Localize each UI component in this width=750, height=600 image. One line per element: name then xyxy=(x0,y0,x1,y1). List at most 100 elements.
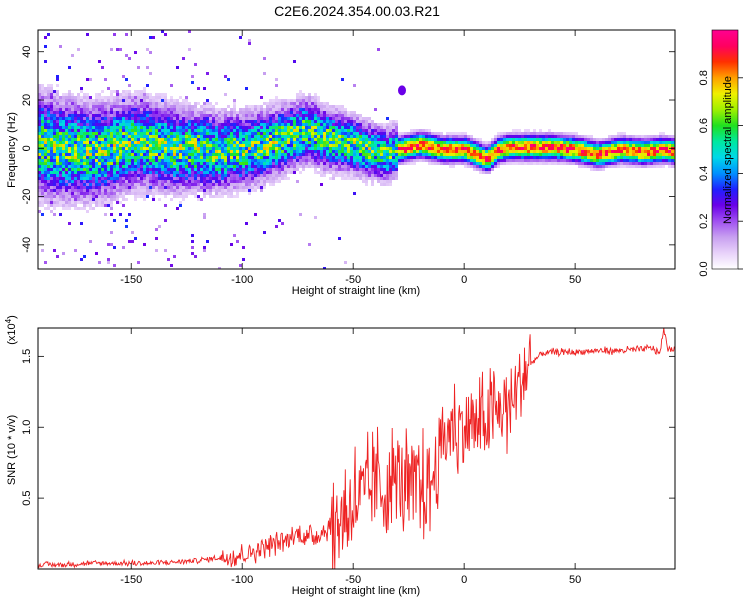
heatmap-cell xyxy=(47,192,50,195)
heatmap-cell xyxy=(98,153,101,156)
heatmap-cell xyxy=(620,132,623,135)
heatmap-cell xyxy=(269,162,272,165)
heatmap-cell xyxy=(539,147,542,150)
heatmap-cell xyxy=(47,195,50,198)
heatmap-cell xyxy=(653,141,656,144)
heatmap-cell xyxy=(212,132,215,135)
heatmap-cell xyxy=(209,138,212,141)
heatmap-cell xyxy=(86,168,89,171)
heatmap-cell xyxy=(95,171,98,174)
heatmap-cell xyxy=(593,147,596,150)
heatmap-cell xyxy=(329,135,332,138)
spectrogram-y-tick-label: 0 xyxy=(21,145,33,151)
heatmap-cell xyxy=(206,189,209,192)
heatmap-cell xyxy=(41,189,44,192)
heatmap-cell xyxy=(149,138,152,141)
heatmap-cell xyxy=(341,141,344,144)
heatmap-cell xyxy=(71,120,74,123)
heatmap-cell xyxy=(233,99,236,102)
heatmap-cell xyxy=(212,162,215,165)
heatmap-cell xyxy=(89,117,92,120)
heatmap-cell xyxy=(599,156,602,159)
heatmap-cell xyxy=(74,129,77,132)
heatmap-cell xyxy=(275,126,278,129)
heatmap-cell xyxy=(191,240,194,243)
heatmap-cell xyxy=(290,159,293,162)
heatmap-cell xyxy=(68,120,71,123)
heatmap-cell xyxy=(125,108,128,111)
heatmap-cell xyxy=(131,138,134,141)
heatmap-cell xyxy=(245,183,248,186)
heatmap-cell xyxy=(257,186,260,189)
heatmap-cell xyxy=(38,144,41,147)
heatmap-cell xyxy=(71,108,74,111)
heatmap-cell xyxy=(560,159,563,162)
heatmap-cell xyxy=(272,132,275,135)
heatmap-cell xyxy=(65,114,68,117)
heatmap-cell xyxy=(449,162,452,165)
heatmap-cell xyxy=(62,201,65,204)
heatmap-cell xyxy=(224,189,227,192)
heatmap-cell xyxy=(197,141,200,144)
heatmap-cell xyxy=(71,180,74,183)
heatmap-cell xyxy=(446,150,449,153)
heatmap-cell xyxy=(98,174,101,177)
heatmap-cell xyxy=(170,264,173,267)
heatmap-cell xyxy=(380,138,383,141)
heatmap-cell xyxy=(476,138,479,141)
heatmap-cell xyxy=(365,147,368,150)
heatmap-cell xyxy=(116,96,119,99)
heatmap-cell xyxy=(311,135,314,138)
heatmap-cell xyxy=(149,186,152,189)
heatmap-cell xyxy=(89,174,92,177)
heatmap-cell xyxy=(65,138,68,141)
heatmap-cell xyxy=(41,156,44,159)
heatmap-cell xyxy=(101,114,104,117)
heatmap-cell xyxy=(152,195,155,198)
heatmap-cell xyxy=(278,162,281,165)
heatmap-cell xyxy=(248,192,251,195)
heatmap-cell xyxy=(239,186,242,189)
heatmap-cell xyxy=(68,177,71,180)
heatmap-cell xyxy=(344,261,347,264)
heatmap-cell xyxy=(44,99,47,102)
heatmap-cell xyxy=(356,177,359,180)
heatmap-cell xyxy=(248,111,251,114)
heatmap-cell xyxy=(47,138,50,141)
heatmap-cell xyxy=(179,183,182,186)
heatmap-cell xyxy=(299,138,302,141)
heatmap-cell xyxy=(326,135,329,138)
heatmap-cell xyxy=(74,192,77,195)
heatmap-cell xyxy=(107,132,110,135)
heatmap-cell xyxy=(113,162,116,165)
heatmap-cell xyxy=(161,171,164,174)
heatmap-cell xyxy=(77,201,80,204)
heatmap-cell xyxy=(44,177,47,180)
heatmap-cell xyxy=(284,165,287,168)
heatmap-cell xyxy=(53,195,56,198)
heatmap-cell xyxy=(98,261,101,264)
heatmap-cell xyxy=(374,165,377,168)
heatmap-cell xyxy=(164,180,167,183)
heatmap-cell xyxy=(158,189,161,192)
heatmap-cell xyxy=(92,147,95,150)
heatmap-cell xyxy=(185,111,188,114)
heatmap-cell xyxy=(356,171,359,174)
heatmap-cell xyxy=(86,147,89,150)
heatmap-cell xyxy=(179,153,182,156)
heatmap-cell xyxy=(164,183,167,186)
heatmap-cell xyxy=(137,144,140,147)
heatmap-cell xyxy=(392,171,395,174)
heatmap-cell xyxy=(143,180,146,183)
heatmap-cell xyxy=(56,189,59,192)
heatmap-cell xyxy=(401,141,404,144)
heatmap-cell xyxy=(251,162,254,165)
heatmap-cell xyxy=(164,135,167,138)
heatmap-cell xyxy=(236,171,239,174)
heatmap-cell xyxy=(275,111,278,114)
heatmap-cell xyxy=(575,156,578,159)
heatmap-cell xyxy=(230,168,233,171)
heatmap-cell xyxy=(134,156,137,159)
heatmap-cell xyxy=(68,96,71,99)
heatmap-cell xyxy=(86,135,89,138)
